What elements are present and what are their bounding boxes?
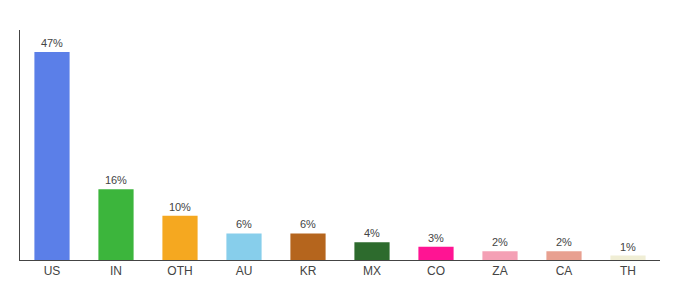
svg-text:2%: 2% (492, 236, 508, 248)
svg-text:TH: TH (620, 264, 636, 278)
svg-text:MX: MX (363, 264, 381, 278)
svg-text:10%: 10% (169, 201, 191, 213)
svg-text:ZA: ZA (492, 264, 507, 278)
svg-text:4%: 4% (364, 227, 380, 239)
svg-text:1%: 1% (620, 241, 636, 253)
svg-text:2%: 2% (556, 236, 572, 248)
svg-text:CO: CO (427, 264, 445, 278)
svg-text:CA: CA (556, 264, 573, 278)
svg-text:IN: IN (110, 264, 122, 278)
svg-text:3%: 3% (428, 232, 444, 244)
svg-text:US: US (44, 264, 61, 278)
svg-text:6%: 6% (236, 218, 252, 230)
svg-text:AU: AU (236, 264, 253, 278)
svg-text:6%: 6% (300, 218, 316, 230)
svg-text:OTH: OTH (167, 264, 192, 278)
svg-text:47%: 47% (41, 37, 63, 49)
svg-text:16%: 16% (105, 174, 127, 186)
svg-text:KR: KR (300, 264, 317, 278)
